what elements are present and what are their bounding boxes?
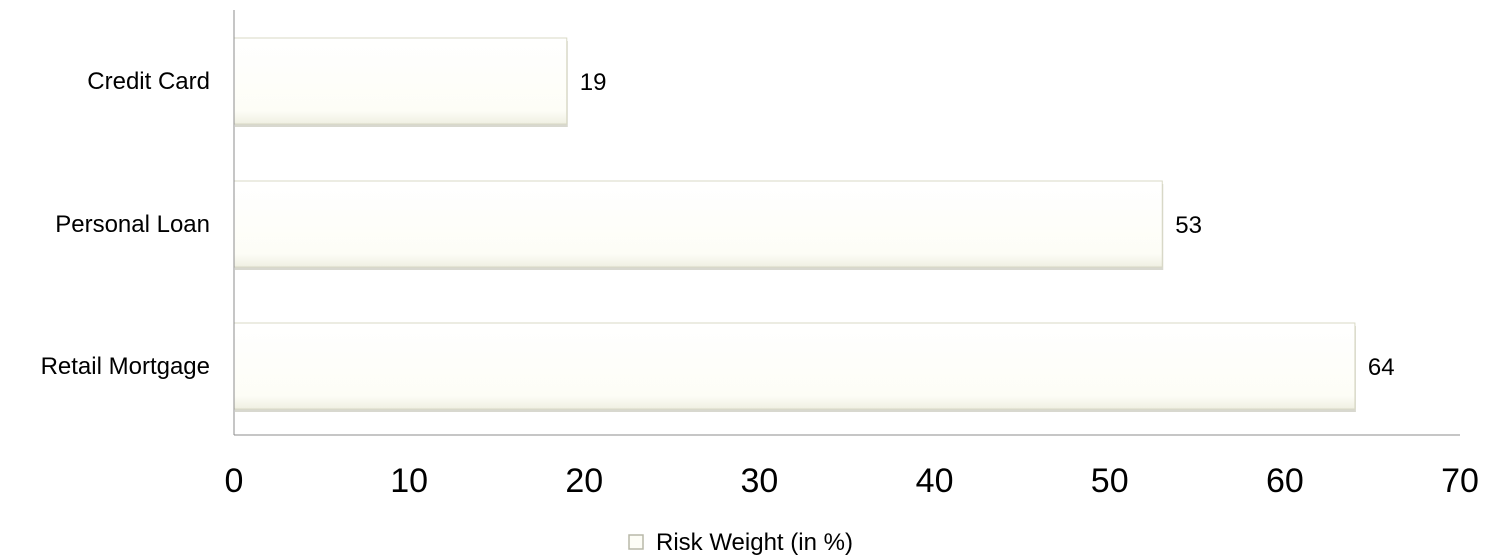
data-label: 19 (580, 69, 607, 96)
x-tick-label: 50 (1091, 462, 1129, 500)
x-tick-label: 30 (741, 462, 779, 500)
data-label: 53 (1175, 212, 1202, 239)
data-labels: 19 53 64 (580, 69, 1395, 381)
legend: Risk Weight (in %) (628, 529, 853, 556)
category-label: Retail Mortgage (41, 353, 210, 380)
x-tick-labels: 0 10 20 30 40 50 60 70 (225, 462, 1479, 500)
category-labels: Credit Card Personal Loan Retail Mortgage (41, 68, 210, 380)
data-label: 64 (1368, 354, 1395, 381)
x-tick-label: 0 (225, 462, 244, 500)
x-tick-label: 10 (390, 462, 428, 500)
x-tick-label: 40 (916, 462, 954, 500)
x-tick-label: 70 (1441, 462, 1479, 500)
category-label: Credit Card (87, 68, 210, 95)
axes (233, 10, 1460, 436)
category-label: Personal Loan (55, 211, 210, 238)
x-tick-label: 60 (1266, 462, 1304, 500)
bar-credit-card (233, 37, 568, 125)
bar-personal-loan (233, 180, 1163, 268)
legend-swatch (628, 534, 644, 550)
x-tick-label: 20 (565, 462, 603, 500)
bar-retail-mortgage (233, 322, 1356, 410)
bars (233, 37, 1356, 410)
legend-label: Risk Weight (in %) (656, 529, 853, 556)
